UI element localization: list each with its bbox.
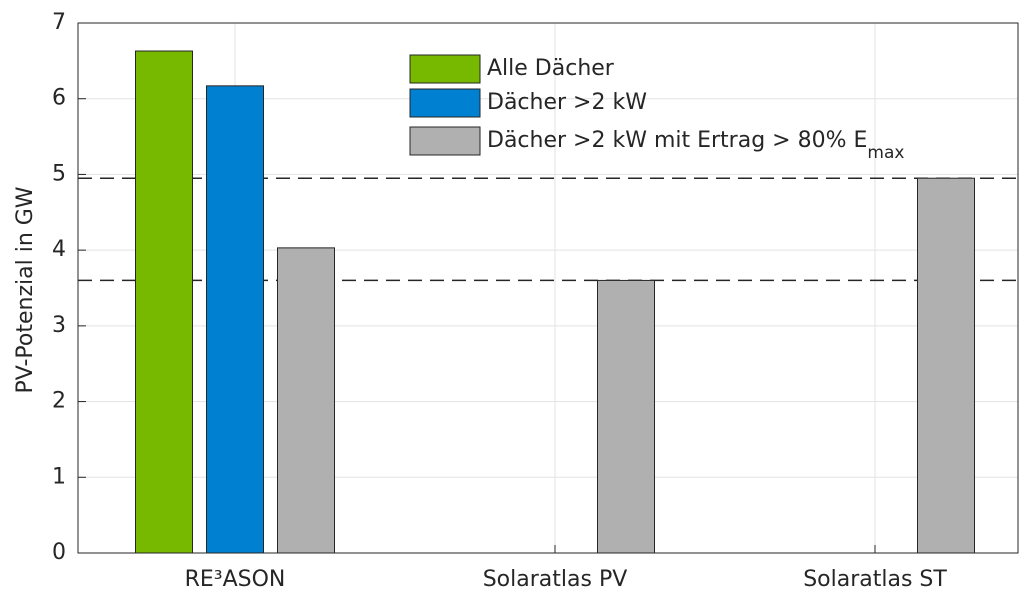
legend-text: Dächer >2 kW mit Ertrag > 80% E xyxy=(487,128,867,153)
legend-swatch xyxy=(409,126,481,156)
legend-label: Alle Dächer xyxy=(487,56,615,81)
legend-subscript: max xyxy=(867,143,904,163)
y-tick-label: 7 xyxy=(52,10,66,35)
bar xyxy=(597,279,655,554)
y-tick-label: 6 xyxy=(52,86,66,111)
bar xyxy=(206,85,264,554)
y-tick-label: 0 xyxy=(52,540,66,565)
y-tick-label: 5 xyxy=(52,161,66,186)
bar xyxy=(135,50,193,554)
bar xyxy=(917,177,975,554)
axes-box xyxy=(77,22,1019,554)
legend-label: Dächer >2 kW xyxy=(487,90,647,115)
legend-text: Dächer >2 kW xyxy=(487,90,647,115)
x-tick-label: Solaratlas PV xyxy=(483,567,628,591)
legend-swatch xyxy=(409,54,481,84)
y-tick-label: 4 xyxy=(52,237,66,262)
y-tick-label: 3 xyxy=(52,313,66,338)
legend-swatch xyxy=(409,88,481,118)
y-tick-label: 1 xyxy=(52,464,66,489)
x-tick-label: Solaratlas ST xyxy=(803,567,947,591)
y-axis-label: PV-Potenzial in GW xyxy=(13,186,38,393)
legend-label: Dächer >2 kW mit Ertrag > 80% Emax xyxy=(487,128,904,163)
bar xyxy=(277,247,335,554)
y-tick-label: 2 xyxy=(52,389,66,414)
legend-text: Alle Dächer xyxy=(487,56,615,81)
x-tick-label: RE³ASON xyxy=(185,567,286,591)
